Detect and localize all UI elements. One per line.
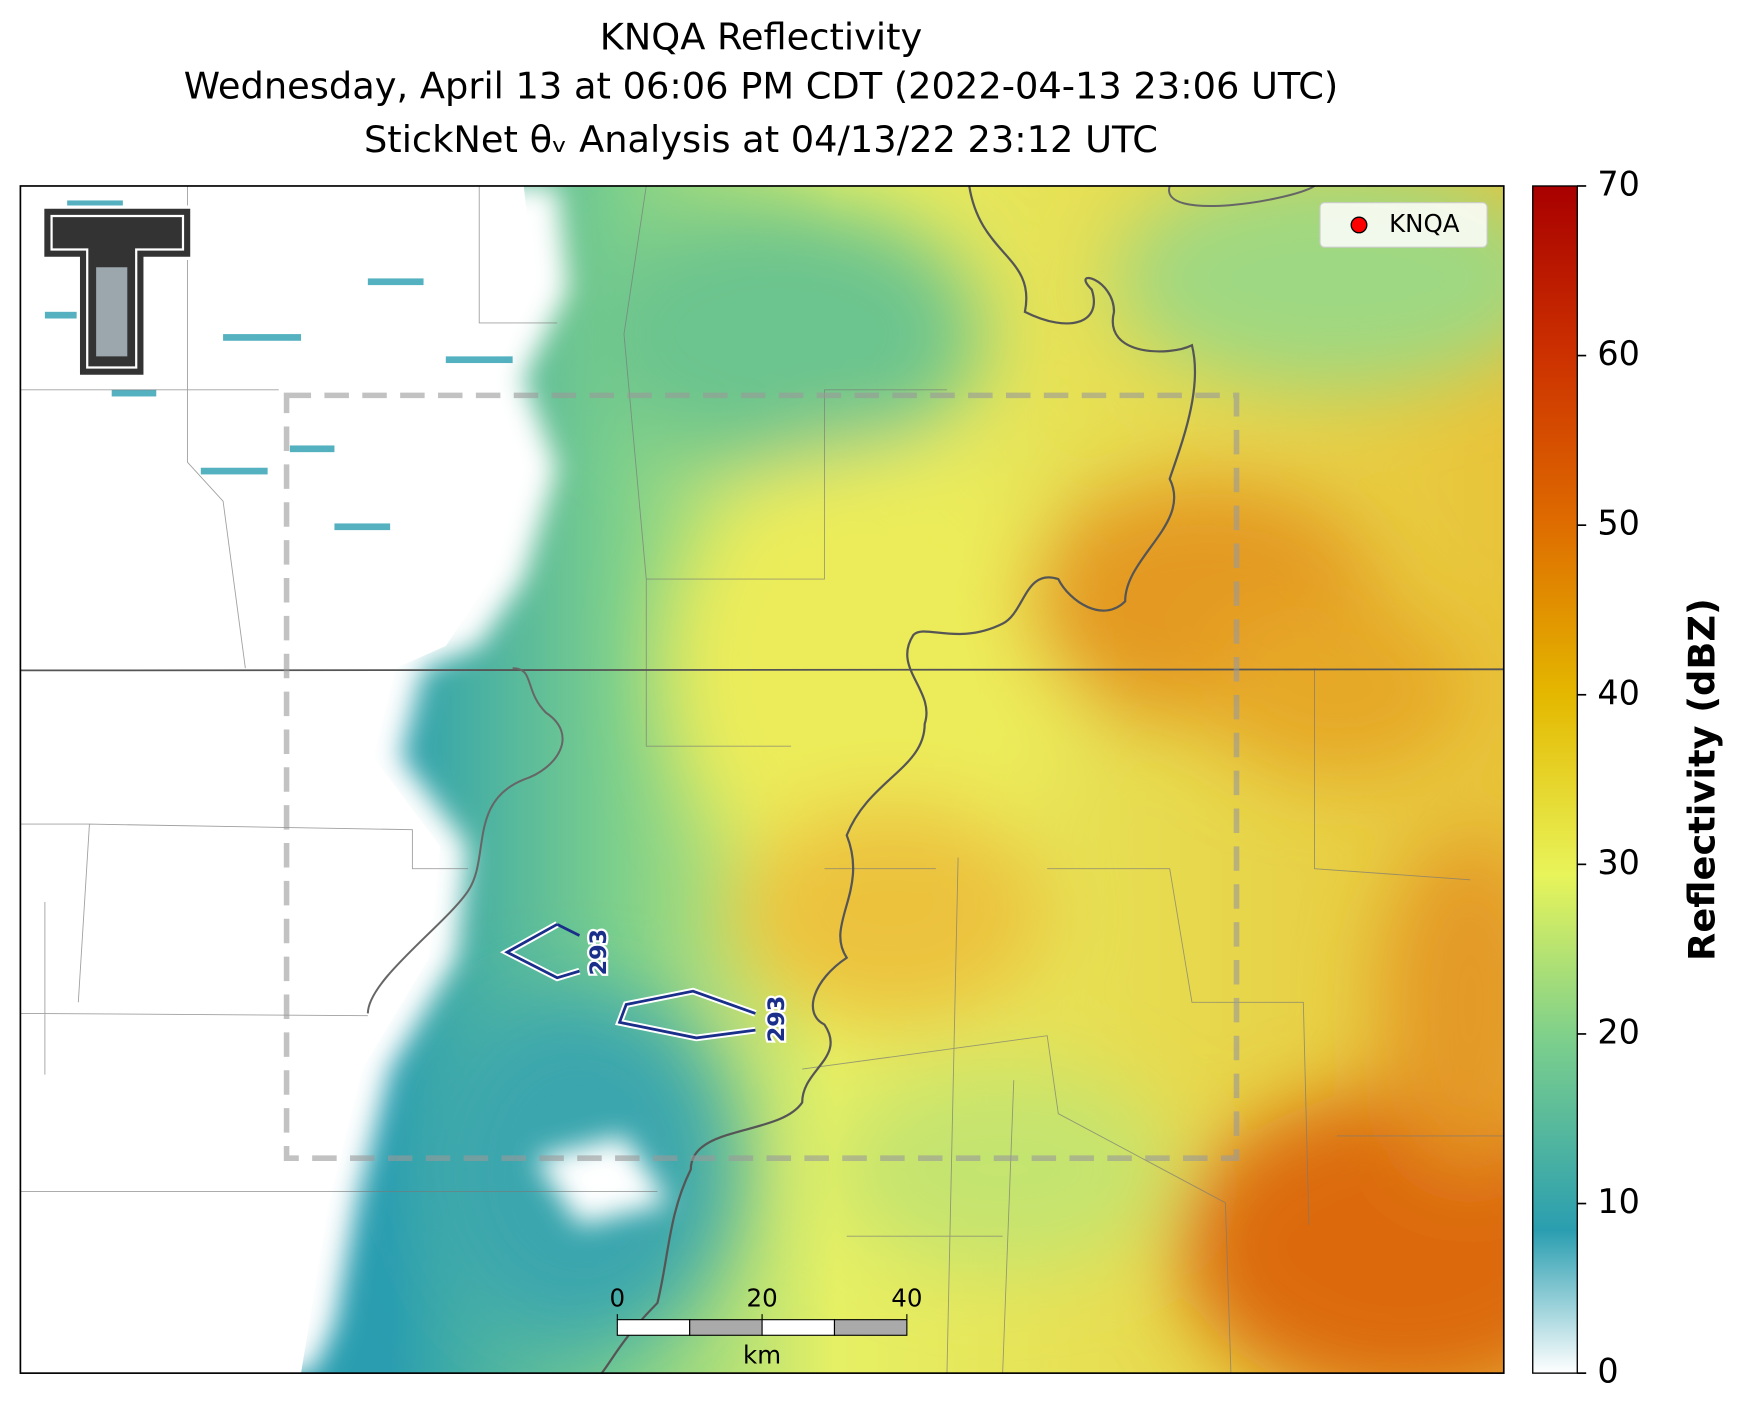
scale-tick-label: 0 <box>610 1284 626 1313</box>
colorbar-tick-label: 30 <box>1597 843 1639 882</box>
scale-segment <box>616 1319 691 1336</box>
title-line: KNQA Reflectivity <box>600 15 923 58</box>
scale-bar: 0 20 40 km <box>610 1284 923 1370</box>
scale-unit: km <box>743 1340 781 1369</box>
colorbar-tick-label: 20 <box>1597 1012 1639 1051</box>
legend: KNQA <box>1319 202 1488 248</box>
colorbar-tick-label: 50 <box>1597 504 1639 543</box>
scale-tick-label: 20 <box>746 1284 777 1313</box>
colorbar: 0 10 20 30 40 50 60 70 <box>1532 164 1640 1391</box>
title-line: Wednesday, April 13 at 06:06 PM CDT (202… <box>184 64 1338 107</box>
contour-label: 293 <box>764 996 790 1042</box>
logo <box>40 205 194 379</box>
colorbar-tick-label: 10 <box>1597 1182 1639 1221</box>
colorbar-tick-label: 70 <box>1597 164 1639 203</box>
colorbar-label: Reflectivity (dBZ) <box>1681 598 1724 961</box>
legend-marker <box>1350 216 1368 234</box>
radar-field <box>20 185 1504 1374</box>
scale-tick-label: 40 <box>891 1284 922 1313</box>
colorbar-tick-label: 60 <box>1597 334 1639 373</box>
colorbar-tick-label: 40 <box>1597 673 1639 712</box>
map-frame <box>19 185 1505 1374</box>
scale-segment <box>689 1319 763 1336</box>
scale-segment <box>761 1319 836 1336</box>
title-line: StickNet θᵥ Analysis at 04/13/22 23:12 U… <box>364 118 1158 161</box>
legend-label: KNQA <box>1389 209 1460 238</box>
scale-segment <box>833 1319 908 1336</box>
contour-label: 293 <box>586 929 612 975</box>
colorbar-tick-label: 0 <box>1597 1352 1618 1391</box>
